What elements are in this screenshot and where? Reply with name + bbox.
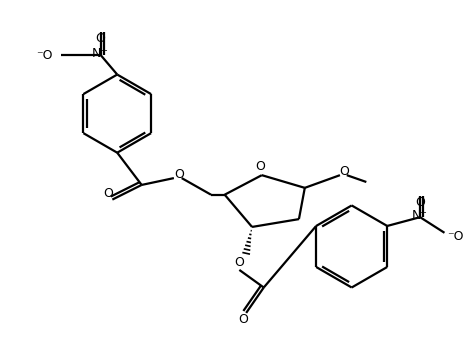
Text: O: O <box>174 168 183 181</box>
Text: ⁻O: ⁻O <box>446 230 463 243</box>
Text: O: O <box>254 160 264 173</box>
Text: ⁻O: ⁻O <box>36 48 53 62</box>
Text: +: + <box>100 46 107 55</box>
Text: O: O <box>95 32 105 45</box>
Text: O: O <box>414 196 424 209</box>
Text: N: N <box>411 209 420 222</box>
Text: O: O <box>338 165 348 178</box>
Text: O: O <box>238 313 248 326</box>
Text: +: + <box>419 208 425 217</box>
Text: N: N <box>92 47 101 60</box>
Text: O: O <box>234 256 244 269</box>
Text: O: O <box>103 187 113 200</box>
